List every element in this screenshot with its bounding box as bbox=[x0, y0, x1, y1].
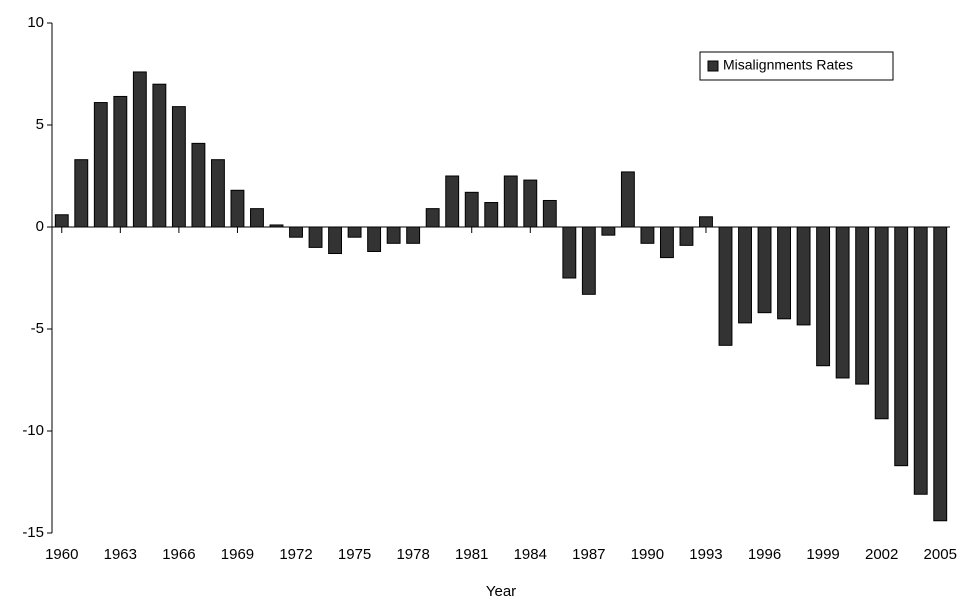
bar bbox=[74, 159, 89, 228]
bar bbox=[269, 224, 284, 228]
bar bbox=[230, 189, 245, 228]
y-tick-label: 10 bbox=[27, 14, 44, 31]
x-tick-label: 1987 bbox=[572, 546, 605, 563]
x-tick-label: 1999 bbox=[806, 546, 839, 563]
bar bbox=[699, 216, 713, 228]
x-tick-label: 1972 bbox=[279, 546, 312, 563]
bar bbox=[796, 226, 811, 326]
x-tick-label: 1978 bbox=[396, 546, 429, 563]
bar bbox=[132, 71, 147, 228]
bar bbox=[54, 214, 69, 228]
bar bbox=[328, 226, 343, 255]
x-tick-label: 1963 bbox=[104, 546, 137, 563]
y-tick-label: -15 bbox=[22, 524, 44, 541]
bar bbox=[484, 202, 499, 228]
y-tick-label: 0 bbox=[36, 218, 44, 235]
bar bbox=[874, 226, 889, 420]
bar bbox=[308, 226, 323, 248]
bar bbox=[816, 226, 831, 367]
x-axis-label: Year bbox=[486, 583, 516, 600]
bar bbox=[113, 95, 128, 228]
bar bbox=[620, 171, 635, 228]
x-tick-label: 2002 bbox=[865, 546, 898, 563]
bar bbox=[386, 226, 401, 244]
bar bbox=[718, 226, 733, 346]
legend-swatch bbox=[707, 60, 719, 72]
bar bbox=[523, 179, 538, 228]
bar bbox=[542, 199, 557, 228]
x-tick-label: 1975 bbox=[338, 546, 371, 563]
bar bbox=[601, 226, 616, 236]
y-tick-label: -5 bbox=[31, 320, 44, 337]
bar bbox=[210, 159, 225, 228]
x-tick-label: 1969 bbox=[221, 546, 254, 563]
bar bbox=[464, 191, 479, 228]
y-tick-label: -10 bbox=[22, 422, 44, 439]
bar bbox=[640, 226, 655, 244]
bar bbox=[152, 83, 167, 228]
bar bbox=[757, 226, 772, 314]
bar bbox=[679, 226, 694, 246]
bar bbox=[445, 175, 460, 228]
x-tick-label: 1981 bbox=[455, 546, 488, 563]
bar bbox=[738, 226, 752, 324]
bar bbox=[367, 226, 382, 252]
x-tick-label: 1996 bbox=[748, 546, 781, 563]
bar bbox=[93, 102, 108, 228]
legend-box bbox=[699, 51, 894, 81]
legend-label: Misalignments Rates bbox=[723, 57, 853, 73]
bar bbox=[191, 142, 206, 228]
bar bbox=[250, 208, 264, 228]
bar bbox=[894, 226, 909, 467]
bar bbox=[913, 226, 928, 495]
bar bbox=[503, 175, 518, 228]
bar bbox=[855, 226, 870, 385]
bar bbox=[659, 226, 674, 259]
x-tick-label: 1960 bbox=[45, 546, 78, 563]
bar bbox=[777, 226, 792, 320]
bar bbox=[933, 226, 948, 522]
x-tick-label: 1990 bbox=[631, 546, 664, 563]
x-tick-label: 1966 bbox=[162, 546, 195, 563]
bar bbox=[406, 226, 421, 244]
bar bbox=[581, 226, 596, 295]
bar bbox=[425, 208, 440, 228]
bar bbox=[289, 226, 303, 238]
x-tick-label: 2005 bbox=[924, 546, 957, 563]
bar bbox=[562, 226, 577, 279]
x-tick-label: 1993 bbox=[689, 546, 722, 563]
bar bbox=[835, 226, 850, 379]
bar bbox=[347, 226, 362, 238]
y-tick-label: 5 bbox=[36, 116, 44, 133]
x-tick-label: 1984 bbox=[514, 546, 547, 563]
bar bbox=[171, 106, 186, 228]
